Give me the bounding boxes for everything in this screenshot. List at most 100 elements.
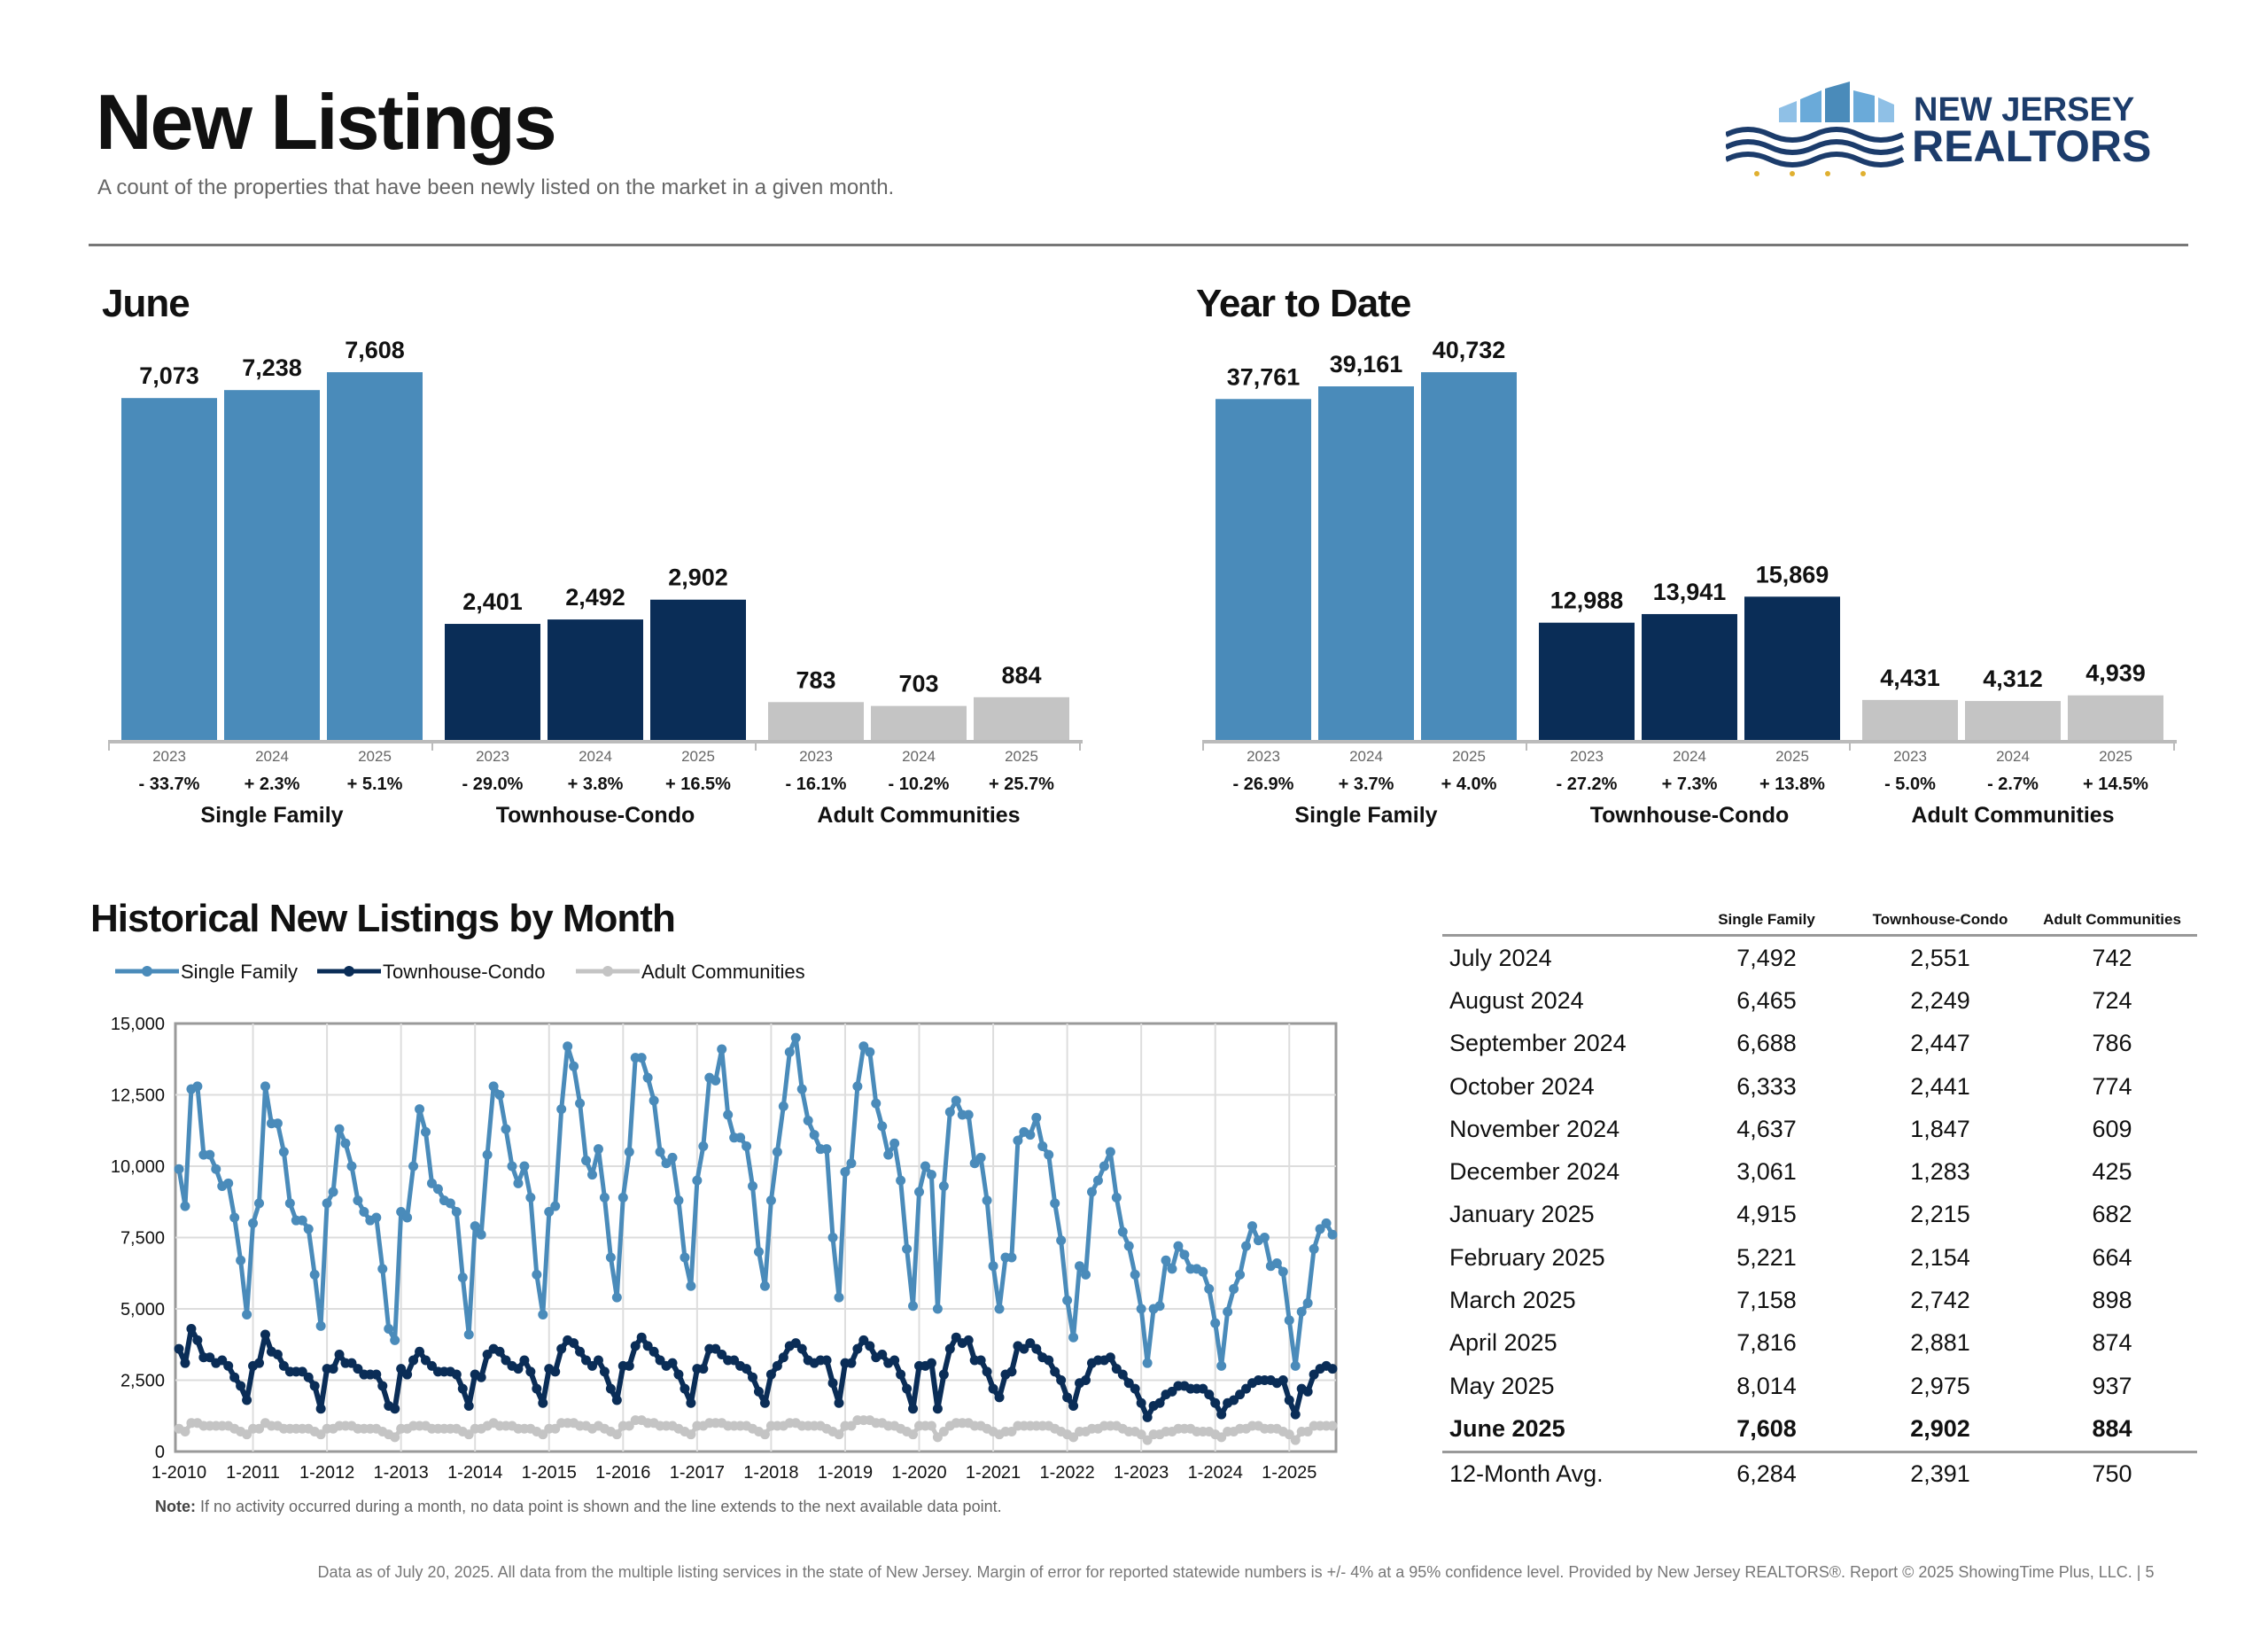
data-point [889,1138,900,1148]
data-point [599,1366,610,1377]
bar-value-label: 884 [1001,662,1041,689]
group-label: Townhouse-Condo [496,803,695,828]
data-point [1210,1318,1221,1328]
data-point [1062,1295,1073,1305]
data-point [1006,1426,1017,1436]
month-cell: May 2025 [1449,1372,1555,1399]
data-point [858,1041,869,1052]
data-point [476,1372,486,1382]
year-tick-label: 2024 [1673,748,1706,765]
data-point [1290,1409,1301,1420]
data-point [944,1343,955,1354]
townhouse-condo-cell: 2,742 [1910,1287,1970,1314]
single-family-cell: 6,465 [1736,986,1797,1014]
group-label: Single Family [1294,803,1437,828]
data-point [519,1355,530,1366]
year-tick-label: 2025 [681,748,715,765]
group-label: Townhouse-Condo [1590,803,1790,828]
data-point [742,1364,752,1374]
data-point [1154,1397,1165,1408]
data-point [1111,1192,1122,1203]
bar-value-label: 7,238 [242,354,302,381]
month-cell: December 2024 [1449,1158,1620,1186]
data-point [328,1187,338,1197]
data-point [1037,1140,1048,1151]
data-point [846,1358,857,1368]
data-point [260,1329,270,1340]
data-point [586,1360,597,1371]
percent-change-label: - 29.0% [462,775,524,794]
month-cell: February 2025 [1449,1243,1605,1271]
bar-value-label: 4,939 [2085,660,2146,687]
single-family-cell: 7,608 [1736,1414,1797,1442]
data-point [599,1192,610,1203]
data-point [809,1130,819,1140]
year-tick-label: 2023 [476,748,509,765]
data-point [445,1198,455,1209]
data-point [994,1392,1005,1403]
bar-value-label: 39,161 [1330,351,1403,378]
data-point [951,1332,961,1343]
data-point [982,1366,992,1377]
legend-label: Townhouse-Condo [383,961,545,983]
townhouse-condo-cell: 2,902 [1910,1414,1970,1442]
data-point [272,1350,283,1360]
ytd-bar-chart: 37,761 2023 - 26.9% 39,161 2024 + 3.7% 40,732 2… [1202,337,2177,828]
data-point [680,1383,690,1394]
data-point [340,1138,351,1148]
data-point [525,1366,536,1377]
data-point [396,1207,407,1218]
data-point [494,1090,505,1100]
data-point [686,1281,696,1291]
data-point [1142,1358,1153,1368]
data-point [711,1075,721,1086]
data-point [192,1335,203,1345]
data-point [753,1247,764,1257]
data-point [254,1423,265,1434]
bar-value-label: 7,608 [345,337,405,363]
data-point [415,1104,425,1115]
data-point [1068,1332,1079,1343]
data-point [896,1369,906,1380]
data-point [581,1156,592,1166]
percent-change-label: - 5.0% [1884,775,1936,794]
data-point [636,1332,647,1343]
data-point [569,1338,579,1349]
year-tick-label: 2025 [358,748,392,765]
data-point [759,1429,770,1440]
x-tick-label: 1-2012 [299,1463,354,1483]
data-point [852,1343,863,1354]
data-point [315,1404,326,1414]
adult-communities-cell: 786 [2092,1030,2132,1057]
data-point [463,1400,474,1411]
data-point [457,1383,468,1394]
bar [224,390,320,740]
year-tick-label: 2023 [1570,748,1604,765]
table-row: July 2024 7,492 2,551 742 [1442,936,2197,980]
data-point [655,1147,665,1157]
data-point [507,1161,517,1172]
data-point [1241,1383,1252,1394]
data-point [963,1109,974,1120]
data-point [617,1192,628,1203]
percent-change-label: + 5.1% [347,775,403,794]
data-point [463,1329,474,1340]
data-point [1302,1298,1313,1309]
month-cell: 12-Month Avg. [1442,1450,1680,1496]
townhouse-condo-cell: 2,975 [1910,1372,1970,1399]
data-point [988,1383,998,1394]
footer-text: Data as of July 20, 2025. All data from … [317,1563,2155,1581]
percent-change-label: + 3.8% [568,775,624,794]
month-cell: November 2024 [1449,1115,1620,1142]
data-point [753,1386,764,1397]
year-tick-label: 2023 [1247,748,1280,765]
data-point [254,1358,265,1368]
data-point [346,1358,357,1368]
legend-swatch-marker [602,966,613,977]
data-point [538,1397,548,1408]
year-tick-label: 2024 [255,748,289,765]
table-row: March 2025 7,158 2,742 898 [1442,1279,2197,1321]
bar [548,619,643,740]
data-point [248,1218,259,1228]
data-point [390,1335,400,1345]
